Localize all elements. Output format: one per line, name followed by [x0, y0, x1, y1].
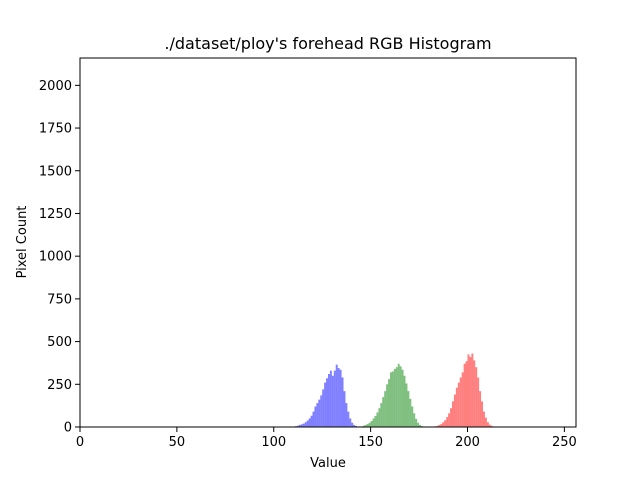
- histogram-bar: [386, 384, 388, 427]
- histogram-bar: [382, 397, 384, 427]
- histogram-bar: [305, 422, 307, 427]
- histogram-bar: [479, 391, 481, 427]
- histogram-bar: [320, 395, 322, 427]
- histogram-bar: [326, 378, 328, 427]
- histogram-bar: [450, 408, 452, 427]
- histogram-bar: [409, 399, 411, 427]
- histogram-bar: [448, 413, 450, 427]
- histogram-bar: [324, 383, 326, 427]
- y-tick-label: 1500: [39, 164, 72, 179]
- histogram-bar: [380, 403, 382, 427]
- histogram-bar: [471, 354, 473, 427]
- histogram-bar: [338, 368, 340, 427]
- histogram-bar: [452, 401, 454, 427]
- histogram-bar: [483, 412, 485, 427]
- histogram-bar: [336, 365, 338, 427]
- histogram-bar: [413, 413, 415, 427]
- histogram-bar: [351, 423, 353, 427]
- x-tick-label: 200: [455, 435, 480, 450]
- histogram-bar: [392, 371, 394, 427]
- histogram-bar: [407, 391, 409, 427]
- histogram-bar: [398, 364, 400, 427]
- histogram-bar: [485, 418, 487, 427]
- histogram-bar: [375, 416, 377, 427]
- histogram-bar: [456, 388, 458, 427]
- x-axis-label: Value: [310, 456, 346, 471]
- histogram-bar: [406, 383, 408, 427]
- histogram-bar: [460, 377, 462, 427]
- histogram-bar: [473, 360, 475, 427]
- histogram-bar: [332, 376, 334, 427]
- histogram-bar: [475, 367, 477, 427]
- histogram-bar: [345, 403, 347, 427]
- histogram-bar: [417, 423, 419, 427]
- histogram-bar: [388, 379, 390, 427]
- y-tick-label: 1750: [39, 122, 72, 137]
- y-tick-label: 1250: [39, 207, 72, 222]
- histogram-bar: [469, 357, 471, 427]
- histogram-bar: [371, 421, 373, 427]
- y-tick-label: 250: [47, 378, 72, 393]
- histogram-bar: [454, 395, 456, 427]
- histogram-bar: [342, 377, 344, 427]
- x-tick-label: 50: [169, 435, 186, 450]
- histogram-bar: [314, 407, 316, 428]
- histogram-bar: [442, 422, 444, 427]
- histogram-bar: [466, 361, 468, 427]
- histogram-bar: [415, 419, 417, 427]
- histogram-bar: [309, 418, 311, 427]
- y-tick-label: 0: [64, 421, 72, 436]
- histogram-bar: [446, 417, 448, 427]
- histogram-bar: [307, 421, 309, 427]
- histogram-bar: [464, 364, 466, 427]
- histogram-bar: [318, 400, 320, 427]
- y-tick-label: 750: [47, 292, 72, 307]
- histogram-bar: [396, 367, 398, 427]
- histogram-bar: [328, 374, 330, 427]
- x-tick-label: 150: [358, 435, 383, 450]
- x-tick-label: 100: [261, 435, 286, 450]
- histogram-bar: [477, 377, 479, 427]
- histogram-bar: [344, 391, 346, 427]
- histogram-bar: [468, 354, 470, 427]
- histogram-bar: [376, 412, 378, 427]
- y-tick-label: 1000: [39, 250, 72, 265]
- y-axis-label: Pixel Count: [15, 206, 30, 279]
- histogram-bar: [330, 371, 332, 427]
- histogram-bar: [400, 366, 402, 427]
- x-tick-label: 250: [552, 435, 577, 450]
- histogram-bar: [458, 383, 460, 427]
- histogram-bar: [322, 389, 324, 427]
- histogram-bar: [313, 412, 315, 427]
- histogram-bar: [481, 401, 483, 427]
- histogram-bar: [402, 370, 404, 427]
- histogram-bar: [394, 369, 396, 427]
- histogram-bar: [303, 424, 305, 427]
- histogram-bar: [349, 418, 351, 427]
- histogram-bar: [316, 403, 318, 427]
- histogram-bar: [487, 422, 489, 427]
- histogram-bar: [444, 420, 446, 427]
- histogram-bar: [411, 407, 413, 428]
- chart-title: ./dataset/ploy's forehead RGB Histogram: [164, 34, 491, 53]
- x-tick-label: 0: [76, 435, 84, 450]
- histogram-bar: [373, 418, 375, 427]
- histogram-bar: [404, 376, 406, 427]
- histogram-bar: [311, 416, 313, 427]
- histogram-bar: [462, 372, 464, 427]
- y-tick-label: 500: [47, 335, 72, 350]
- histogram-bar: [334, 371, 336, 427]
- histogram-bar: [378, 408, 380, 427]
- histogram-bar: [384, 391, 386, 427]
- histogram-bar: [340, 370, 342, 427]
- histogram-bar: [369, 423, 371, 427]
- histogram-bar: [390, 372, 392, 427]
- histogram-bar: [347, 412, 349, 427]
- y-tick-label: 2000: [39, 79, 72, 94]
